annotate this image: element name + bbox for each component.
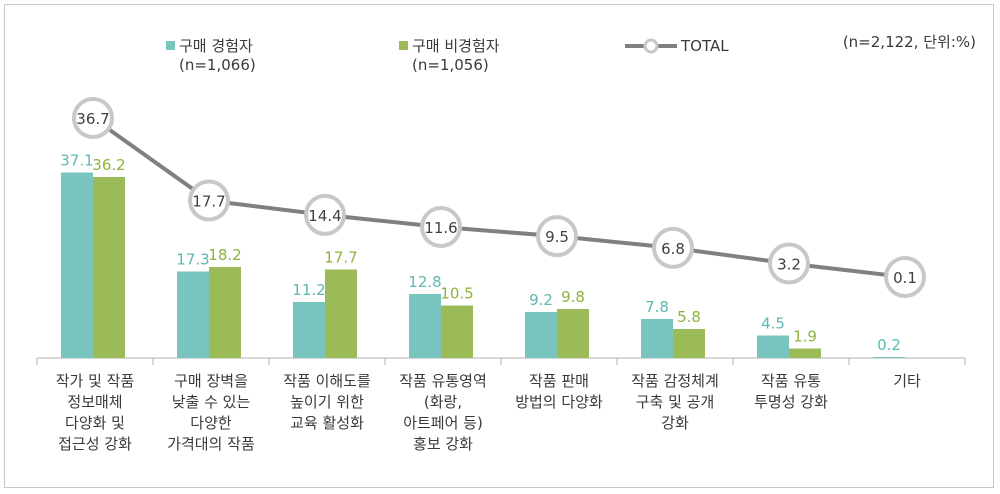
category-label-line: 교육 활성화 — [290, 414, 364, 432]
bar-nonbuyers — [557, 309, 589, 358]
category-label-line: 기타 — [893, 372, 921, 390]
category-label-line: 작품 유통 — [761, 372, 821, 390]
bar-nonbuyers — [93, 177, 125, 358]
bar-nonbuyers — [209, 267, 241, 358]
legend-label-total: TOTAL — [680, 37, 729, 55]
bar-label-buyers: 4.5 — [761, 315, 785, 333]
bar-nonbuyers — [441, 305, 473, 358]
bar-label-buyers: 12.8 — [408, 273, 441, 291]
total-label: 3.2 — [777, 256, 801, 274]
legend-label-buyers: 구매 경험자 — [179, 37, 253, 55]
category-label: 기타 — [893, 372, 921, 390]
bar-label-nonbuyers: 10.5 — [440, 285, 473, 303]
category-label-line: 접근성 강화 — [58, 435, 132, 453]
bar-label-nonbuyers: 17.7 — [324, 249, 357, 267]
category-label-line: 다양한 — [190, 414, 232, 432]
bar-label-buyers: 11.2 — [292, 281, 325, 299]
total-label: 14.4 — [308, 207, 341, 225]
total-label: 11.6 — [424, 219, 457, 237]
chart-frame: 구매 경험자 (n=1,066) 구매 비경험자 (n=1,056) TOTAL… — [4, 4, 994, 488]
total-label: 6.8 — [661, 240, 685, 258]
legend: 구매 경험자 (n=1,066) 구매 비경험자 (n=1,056) TOTAL — [166, 37, 729, 74]
bar-buyers — [525, 312, 557, 358]
category-label-line: 강화 — [661, 414, 689, 432]
total-marker — [188, 179, 230, 222]
category-label-line: 높이기 위한 — [290, 393, 364, 411]
legend-swatch-nonbuyers — [399, 41, 408, 50]
category-label-line: 투명성 강화 — [754, 393, 828, 411]
category-label-line: 작품 유통영역 — [399, 372, 487, 390]
legend-label-nonbuyers: 구매 비경험자 — [412, 37, 500, 55]
total-marker — [884, 256, 926, 298]
category-label-line: 방법의 다양화 — [515, 393, 603, 411]
category-label-line: 작가 및 작품 — [56, 372, 135, 390]
bar-label-nonbuyers: 36.2 — [92, 156, 125, 174]
category-label: 작품 유통영역 (화랑, 아트페어 등) 홍보 강화 — [399, 372, 487, 453]
category-label-line: 작품 감정체계 — [631, 372, 719, 390]
legend-marker-total — [643, 38, 659, 54]
category-label-line: 아트페어 등) — [403, 414, 483, 432]
bar-buyers — [757, 335, 789, 358]
total-label: 9.5 — [545, 228, 569, 246]
category-label-line: 가격대의 작품 — [167, 435, 255, 453]
bar-nonbuyers — [789, 348, 821, 358]
bar-buyers — [409, 294, 441, 358]
total-marker — [768, 242, 810, 285]
chart: 구매 경험자 (n=1,066) 구매 비경험자 (n=1,056) TOTAL… — [36, 33, 976, 453]
bar-buyers — [61, 172, 93, 358]
bar-label-nonbuyers: 5.8 — [677, 308, 701, 326]
total-label: 0.1 — [893, 269, 917, 287]
legend-swatch-buyers — [166, 41, 175, 50]
bar-buyers — [177, 271, 209, 358]
plot-area: 37.136.2 17.318.2 11.2 17.7 12.810.5 9.2 9.8 7.… — [36, 97, 966, 453]
total-marker — [652, 226, 694, 269]
bar-label-nonbuyers: 18.2 — [208, 246, 241, 264]
bar-label-nonbuyers: 9.8 — [561, 288, 585, 306]
total-marker — [536, 215, 578, 258]
bar-nonbuyers — [673, 329, 705, 358]
category-label-line: 작품 이해도를 — [283, 372, 371, 390]
total-label: 36.7 — [76, 110, 109, 128]
total-marker — [72, 97, 114, 139]
category-label-line: 홍보 강화 — [413, 435, 473, 453]
legend-sub-buyers: (n=1,066) — [179, 56, 256, 74]
bar-nonbuyers — [325, 269, 357, 358]
total-label: 17.7 — [192, 193, 225, 211]
bar-buyers — [641, 319, 673, 358]
bar-label-buyers: 37.1 — [60, 152, 93, 170]
category-label-line: 다양화 및 — [65, 414, 125, 432]
category-label-line: 구축 및 공개 — [636, 393, 715, 411]
bar-label-buyers: 7.8 — [645, 298, 669, 316]
bar-buyers — [873, 357, 905, 358]
bar-label-buyers: 0.2 — [877, 336, 901, 354]
legend-sub-nonbuyers: (n=1,056) — [412, 56, 489, 74]
total-marker — [304, 193, 346, 236]
bar-buyers — [293, 302, 325, 358]
category-label-line: 정보매체 — [67, 393, 122, 411]
total-marker — [420, 206, 462, 249]
unit-note: (n=2,122, 단위:%) — [843, 33, 976, 51]
bar-label-nonbuyers: 1.9 — [793, 328, 817, 346]
bar-label-buyers: 17.3 — [176, 251, 209, 269]
bar-label-buyers: 9.2 — [529, 291, 553, 309]
category-label-line: 작품 판매 — [529, 372, 589, 390]
category-label-line: (화랑, — [424, 393, 462, 411]
category-label-line: 구매 장벽을 — [174, 372, 248, 390]
category-label-line: 낮출 수 있는 — [172, 393, 251, 411]
